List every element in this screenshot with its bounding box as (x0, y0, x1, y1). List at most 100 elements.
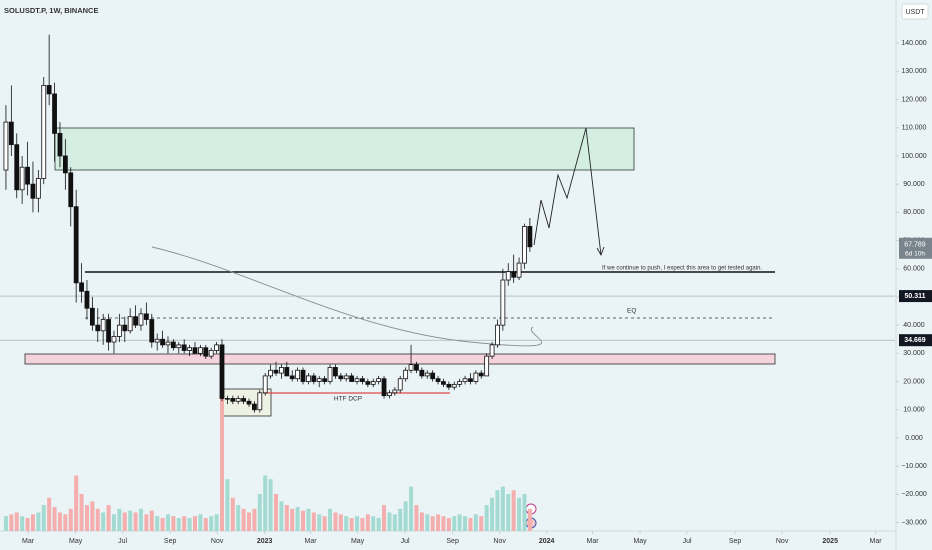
volume-bar (365, 514, 370, 531)
x-tick-label: Mar (870, 538, 883, 545)
volume-bar (511, 490, 516, 531)
level-tag-label: 50.311 (904, 293, 925, 300)
volume-bar (430, 516, 435, 531)
volume-bar (79, 494, 84, 531)
candle-body (419, 369, 425, 377)
volume-bar (263, 475, 268, 531)
candle-body (203, 347, 209, 357)
y-tick-label: 20.000 (903, 378, 925, 385)
volume-bar (106, 505, 111, 531)
candle-body (284, 367, 290, 377)
candle-body (170, 341, 176, 349)
volume-bar (160, 518, 165, 531)
candle-body (451, 383, 457, 388)
volume-bar (198, 514, 203, 531)
supply-zone (54, 127, 635, 171)
candle-body (360, 378, 365, 382)
volume-bar (47, 497, 52, 531)
volume-bar (328, 508, 333, 531)
candle-body (14, 144, 20, 191)
volume-bar (522, 494, 527, 531)
candle-body (279, 367, 284, 374)
volume-bar (333, 512, 338, 531)
candle-body (462, 378, 468, 382)
volume-bar (414, 505, 419, 531)
volume-bar (20, 516, 25, 531)
x-tick-label: Nov (493, 538, 506, 545)
volume-bar (165, 514, 170, 531)
candle-body (478, 372, 484, 377)
y-tick-label: −20.000 (901, 491, 927, 498)
level-tag-label: 34.669 (904, 337, 926, 344)
y-tick-label: −10.000 (901, 463, 927, 470)
x-tick-label: Jul (118, 538, 127, 545)
x-tick-label: Sep (164, 538, 177, 545)
volume-bar (398, 508, 403, 531)
candle-body (89, 307, 95, 326)
volume-bar (214, 514, 219, 531)
volume-bar (322, 516, 327, 531)
candle-body (468, 378, 473, 382)
candle-body (138, 313, 144, 326)
volume-bar (25, 518, 30, 531)
candle-body (408, 364, 414, 371)
volume-bar (436, 514, 441, 531)
projection-arrowhead (596, 246, 605, 257)
candle-body (343, 375, 349, 380)
volume-bar (382, 505, 387, 531)
volume-bar (122, 512, 127, 531)
volume-bar (446, 518, 451, 531)
volume-bar (225, 479, 230, 531)
candle-body (235, 398, 241, 402)
candle-body (79, 282, 84, 292)
candle-body (214, 344, 219, 351)
volume-bar (452, 516, 457, 531)
candle-body (57, 132, 63, 157)
candle-body (224, 398, 230, 400)
volume-bar (30, 514, 35, 531)
candle-body (311, 375, 317, 382)
candle-body (143, 313, 149, 320)
candle-body (295, 369, 301, 380)
candle-body (154, 338, 160, 343)
candle-body (219, 344, 225, 399)
volume-bar (57, 512, 62, 531)
candle-body (316, 378, 322, 382)
volume-bar (252, 508, 257, 531)
volume-bar (284, 505, 289, 531)
candle-body (387, 392, 392, 397)
candle-body (349, 375, 355, 382)
candle-body (327, 367, 333, 382)
y-tick-label: 60.000 (903, 266, 925, 273)
candle-body (381, 378, 387, 397)
candle-body (230, 398, 236, 402)
volume-bar (111, 514, 116, 531)
candle-body (246, 400, 252, 405)
candle-body (441, 381, 446, 385)
candle-body (338, 375, 344, 380)
candle-body (505, 271, 511, 281)
volume-bar (14, 512, 19, 531)
y-tick-label: 100.000 (901, 153, 926, 160)
volume-bar (371, 516, 376, 531)
annotation-dcp: HTF DCP (334, 396, 362, 403)
volume-bar (473, 514, 478, 531)
candle-body (300, 369, 306, 382)
candle-body (424, 372, 430, 377)
y-tick-label: 30.000 (903, 350, 925, 357)
candle-body (414, 364, 419, 371)
y-tick-label: 80.000 (903, 209, 925, 216)
y-tick-label: 40.000 (903, 322, 925, 329)
candle-body (484, 355, 490, 377)
candle-body (106, 319, 111, 343)
volume-bar (360, 518, 365, 531)
volume-bar (63, 514, 68, 531)
volume-bar (268, 479, 273, 531)
annotation-eq: EQ (627, 308, 636, 315)
volume-bar (52, 506, 57, 531)
volume-bar (490, 497, 495, 531)
volume-bar (274, 494, 279, 531)
volume-bar (241, 508, 246, 531)
candle-body (489, 344, 495, 357)
x-tick-label: Mar (305, 538, 318, 545)
